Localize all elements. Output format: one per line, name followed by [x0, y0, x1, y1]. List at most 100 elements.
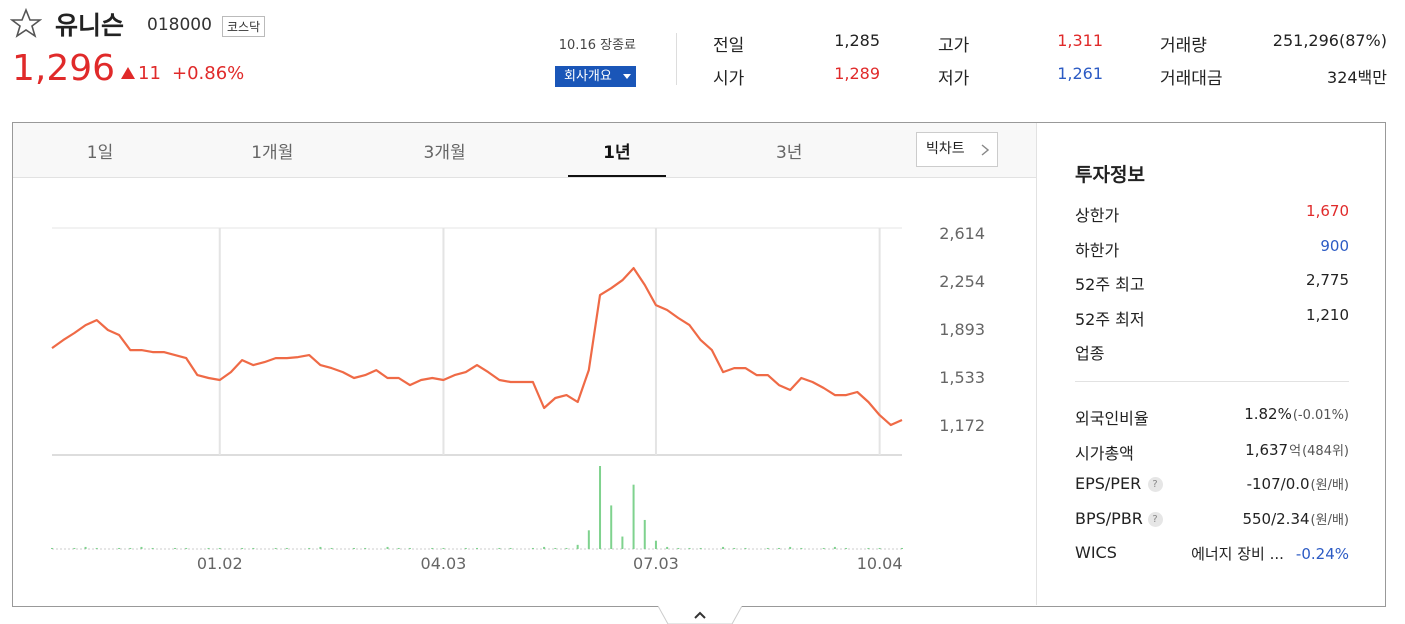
big-chart-button[interactable]: 빅차트	[916, 132, 998, 167]
volume-bar	[845, 547, 848, 549]
favorite-star[interactable]	[10, 8, 42, 38]
volume-bar	[274, 547, 277, 549]
volume-bar	[777, 547, 780, 549]
info-label: 상한가	[1075, 206, 1120, 225]
volume-bar	[643, 519, 646, 549]
stock-name: 유니슨	[55, 11, 125, 40]
volume-bar	[140, 546, 143, 549]
volume-bar	[565, 547, 568, 549]
help-icon[interactable]: ?	[1147, 477, 1163, 492]
volume-bar	[833, 546, 836, 549]
volume-bar	[73, 547, 76, 549]
info-value-group: 1,637억(484위)	[1150, 440, 1349, 459]
volume-bar	[308, 547, 311, 549]
volume-bar	[587, 530, 590, 549]
y-tick-label: 2,254	[939, 272, 985, 291]
info-value: 2,775	[1306, 271, 1349, 289]
tab[interactable]: 1개월	[251, 143, 294, 163]
price-line	[51, 267, 903, 427]
summary-value: 1,261	[1057, 64, 1103, 83]
volume-bar	[744, 547, 747, 549]
x-tick-label: 07.03	[633, 554, 679, 573]
volume-bar	[878, 547, 881, 549]
price: 1,296	[12, 48, 116, 89]
volume-bar	[599, 466, 602, 549]
tab[interactable]: 1일	[86, 143, 114, 163]
volume-bar	[789, 546, 792, 549]
info-label: 외국인비율	[1075, 409, 1149, 428]
tab[interactable]: 3개월	[423, 143, 466, 163]
volume-bar	[476, 547, 478, 549]
info-note: (원/배)	[1310, 478, 1349, 493]
volume-bar	[431, 547, 434, 549]
change: 11	[138, 63, 161, 84]
y-tick-label: 1,893	[939, 320, 985, 339]
volume-bar	[677, 547, 680, 549]
summary-value: 324백만	[1327, 68, 1387, 87]
volume-bar	[610, 505, 613, 549]
info-note: (원/배)	[1310, 512, 1349, 528]
volume-bar	[442, 547, 445, 549]
company-button-label: 회사개요	[564, 69, 612, 84]
y-tick-label: 1,533	[939, 368, 985, 387]
volume-bar	[576, 544, 579, 549]
volume-bar	[722, 546, 725, 549]
info-value: 550/2.34	[1242, 509, 1310, 528]
tab-bar	[13, 123, 1036, 178]
volume-bar	[621, 536, 624, 549]
volume-bar	[319, 546, 322, 549]
tab[interactable]: 3년	[775, 143, 803, 163]
info-value: 1,670	[1306, 202, 1349, 220]
summary-label: 저가	[938, 69, 970, 89]
volume-bar	[129, 547, 132, 549]
info-label: 시가총액	[1075, 443, 1134, 463]
info-separator	[1075, 381, 1349, 382]
tab[interactable]: 1년	[603, 143, 631, 163]
summary-label: 거래량	[1160, 36, 1207, 56]
x-tick-label: 10.04	[857, 554, 903, 573]
x-tick-label: 04.03	[421, 554, 467, 573]
info-unit: 억	[1289, 443, 1302, 459]
volume-bar	[174, 547, 177, 549]
chevron-right	[981, 144, 989, 156]
company-button[interactable]: 회사개요	[555, 66, 636, 87]
volume-bar	[822, 547, 825, 549]
info-value-group: 1.82%(-0.01%)	[1150, 405, 1349, 423]
volume-bar	[364, 547, 367, 549]
summary-label: 거래대금	[1160, 69, 1223, 89]
volume-bar	[699, 547, 702, 549]
summary-value: 1,285	[834, 31, 880, 50]
info-label: 52주 최저	[1075, 309, 1145, 329]
volume-bar	[330, 547, 333, 549]
info-title: 투자정보	[1075, 164, 1145, 186]
volume-bar	[766, 547, 769, 549]
volume-bar	[218, 547, 221, 549]
help-icon[interactable]: ?	[1147, 511, 1163, 527]
y-tick-label: 1,172	[939, 416, 985, 435]
info-note: (484위)	[1302, 443, 1349, 459]
divider	[676, 33, 677, 85]
volume-bar	[554, 547, 557, 549]
volume-bar	[632, 484, 635, 549]
summary-value: 1,289	[834, 64, 880, 83]
volume-bar	[252, 547, 255, 549]
info-value-group: 550/2.34(원/배)	[1150, 509, 1349, 528]
volume-bar	[241, 547, 244, 549]
info-note: (-0.01%)	[1292, 408, 1349, 423]
y-tick-label: 2,614	[939, 224, 985, 243]
caret	[623, 74, 631, 79]
collapse-tab[interactable]	[658, 606, 742, 624]
market-badge: 코스닥	[222, 16, 266, 37]
volume-bar	[408, 547, 411, 549]
info-label: 52주 최고	[1075, 275, 1145, 294]
volume-bar	[688, 547, 691, 549]
info-value: 1,637	[1245, 440, 1289, 459]
volume-bar	[509, 547, 512, 549]
info-value: 1,210	[1306, 305, 1349, 324]
volume-bar	[543, 546, 546, 549]
info-value: -107/0.0	[1246, 475, 1310, 493]
info-label: BPS/PBR	[1075, 508, 1143, 528]
info-note: -0.24%	[1295, 545, 1349, 563]
